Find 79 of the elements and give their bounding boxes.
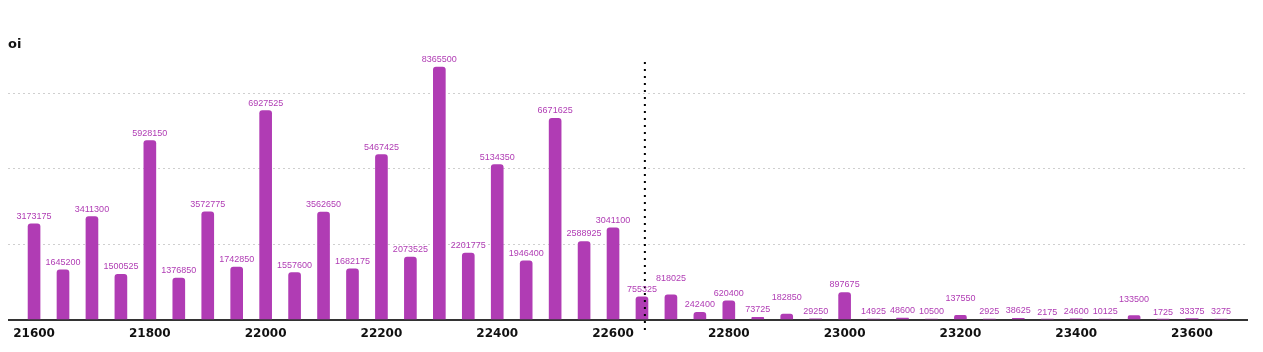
data-label: 73725 [745,304,771,315]
x-tick-label: 23600 [1171,325,1213,340]
data-label: 29250 [803,305,829,316]
data-label: 3275 [1210,306,1231,317]
bar [230,266,244,320]
data-label: 818025 [655,272,686,283]
data-label: 2201775 [450,240,486,251]
bar [317,211,330,320]
bar [114,273,128,320]
data-label: 1725 [1153,306,1174,317]
bar [56,269,70,320]
bar [490,164,504,320]
data-label: 5134350 [479,151,515,162]
x-tick-label: 23400 [1055,325,1098,340]
data-label: 182850 [771,292,802,303]
data-label: 6671625 [537,105,573,116]
data-label: 1742850 [219,253,255,264]
data-label: 5928150 [132,127,168,138]
data-label: 48600 [890,305,916,316]
data-label: 14925 [861,306,887,317]
bar [85,216,99,320]
bar [635,296,649,320]
data-label: 897675 [829,279,860,290]
bar [461,252,475,320]
bar [259,110,272,320]
data-label: 133500 [1119,293,1150,304]
x-tick-label: 23000 [823,325,866,340]
x-tick-label: 21800 [128,325,171,340]
data-label: 1682175 [334,255,371,266]
bar [288,272,301,320]
data-label: 10125 [1092,306,1118,317]
data-label: 2925 [979,306,1000,317]
data-label: 2175 [1037,306,1058,317]
data-label: 3411300 [74,203,110,214]
data-label: 755325 [626,283,657,294]
bar [664,294,678,320]
data-label: 24600 [1063,305,1089,316]
bar [577,241,591,320]
bar [722,300,736,320]
data-label: 620400 [713,287,744,298]
data-label: 38625 [1005,305,1031,316]
x-tick-label: 23200 [939,325,982,340]
data-label: 3562650 [306,199,342,210]
x-tick-label: 22800 [707,325,750,340]
data-label: 6927525 [248,97,284,108]
bar [433,66,446,320]
data-label: 137550 [945,293,976,304]
x-tick-label: 22400 [476,325,519,340]
data-label: 33375 [1179,305,1205,316]
data-label: 242400 [684,299,715,310]
bar [404,256,417,320]
bar [519,260,533,320]
bar [201,211,215,320]
bar [606,227,620,320]
x-tick-label: 22200 [360,325,403,340]
bar [143,140,157,320]
data-label: 1557600 [277,259,313,270]
data-label: 3173175 [16,210,52,221]
data-label: 1500525 [103,261,139,272]
data-label: 1645200 [45,256,81,267]
data-label: 10500 [918,306,944,317]
bar [375,154,388,320]
x-tick-label: 22600 [592,325,634,340]
bar [548,117,562,320]
bar [838,292,851,320]
data-label: 3572775 [190,198,226,209]
bar [172,277,186,320]
data-label: 3041100 [595,214,631,225]
data-label: 5467425 [363,141,399,152]
x-tick-label: 21600 [13,325,55,340]
data-label: 1376850 [161,265,197,276]
data-label: 2588925 [566,228,602,239]
data-label: 2073525 [392,244,428,255]
bar [27,223,41,320]
data-label: 8365500 [421,54,457,65]
x-tick-label: 22000 [244,325,287,340]
data-label: 1946400 [508,247,544,258]
y-axis-title: oi [8,35,22,51]
bar [346,268,359,320]
